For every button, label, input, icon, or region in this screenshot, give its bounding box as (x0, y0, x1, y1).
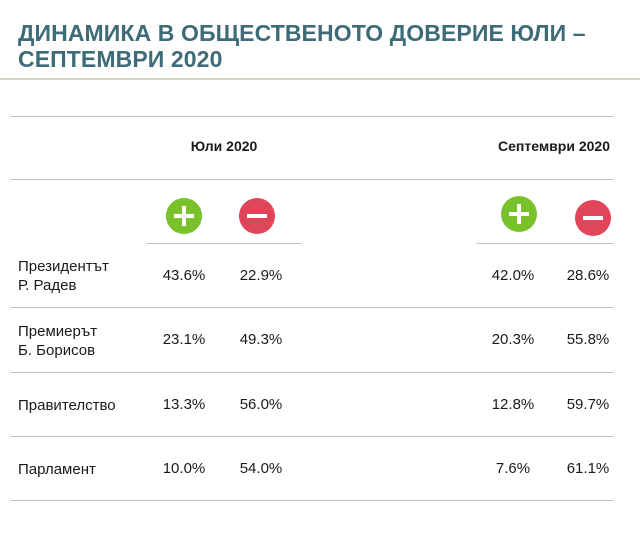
header-rule (10, 179, 614, 180)
table-cell: 22.9% (239, 267, 283, 284)
table-cell: 23.1% (162, 331, 206, 348)
icon-rule-july (146, 243, 302, 244)
table-cell: 56.0% (239, 396, 283, 413)
period-header-july: Юли 2020 (190, 138, 258, 154)
row-label-prime-minister: Премиерът Б. Борисов (18, 322, 97, 360)
page-title: ДИНАМИКА В ОБЩЕСТВЕНОТО ДОВЕРИЕ ЮЛИ – СЕ… (18, 20, 618, 72)
row-rule-4 (10, 500, 614, 501)
table-cell: 28.6% (566, 267, 610, 284)
plus-icon (165, 197, 203, 235)
minus-icon (238, 197, 276, 235)
plus-icon (500, 195, 538, 233)
table-cell: 10.0% (162, 460, 206, 477)
row-label-president: Президентът Р. Радев (18, 257, 109, 295)
row-label-line: Р. Радев (18, 277, 77, 294)
table-cell: 54.0% (239, 460, 283, 477)
row-label-line: Правителство (18, 397, 116, 414)
table-cell: 7.6% (495, 460, 531, 477)
table-cell: 13.3% (162, 396, 206, 413)
row-rule-3 (10, 436, 614, 437)
minus-icon (574, 199, 612, 237)
row-rule-1 (10, 307, 614, 308)
row-label-parliament: Парламент (18, 460, 96, 479)
row-label-government: Правителство (18, 396, 116, 415)
icon-rule-september (476, 243, 614, 244)
table-top-rule (10, 116, 614, 117)
row-label-line: Президентът (18, 258, 109, 275)
row-label-line: Премиерът (18, 323, 98, 340)
table-cell: 43.6% (162, 267, 206, 284)
table-cell: 55.8% (566, 331, 610, 348)
table-cell: 49.3% (239, 331, 283, 348)
title-divider (0, 78, 640, 80)
row-label-line: Парламент (18, 461, 96, 478)
row-rule-2 (10, 372, 614, 373)
table-cell: 61.1% (566, 460, 610, 477)
table-cell: 59.7% (566, 396, 610, 413)
row-label-line: Б. Борисов (18, 342, 96, 359)
title-line-1: ДИНАМИКА В ОБЩЕСТВЕНОТО ДОВЕРИЕ ЮЛИ – (18, 20, 586, 46)
table-cell: 12.8% (491, 396, 535, 413)
period-header-september: Септември 2020 (498, 138, 610, 154)
table-cell: 20.3% (491, 331, 535, 348)
title-line-2: СЕПТЕМВРИ 2020 (18, 46, 223, 72)
table-cell: 42.0% (491, 267, 535, 284)
